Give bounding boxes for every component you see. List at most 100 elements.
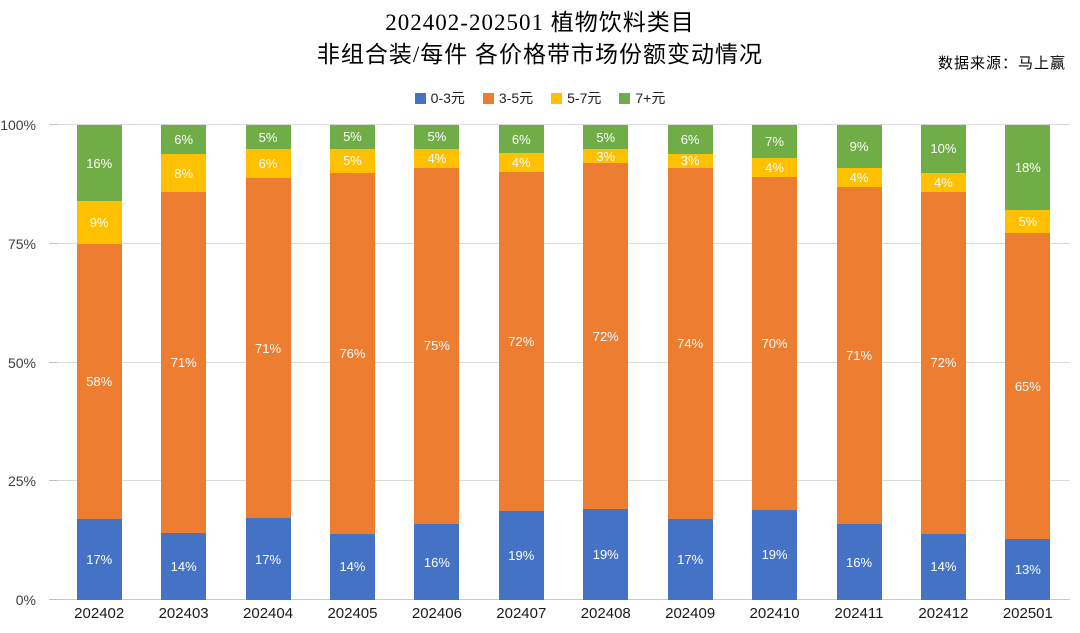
bar-segment: 58% xyxy=(76,243,122,520)
bar-segment: 72% xyxy=(583,163,629,509)
bar-segment: 18% xyxy=(1005,125,1051,210)
bar-segment: 75% xyxy=(414,167,460,524)
segment-label: 58% xyxy=(86,374,113,389)
x-tick-label: 202501 xyxy=(1002,605,1053,622)
bar-segment: 16% xyxy=(414,524,460,600)
bar-segment: 6% xyxy=(498,125,544,154)
segment-label: 6% xyxy=(680,131,700,147)
legend-swatch xyxy=(551,92,563,104)
legend-label: 5-7元 xyxy=(567,90,602,106)
legend-item: 7+元 xyxy=(619,88,665,108)
bar-column: 19% 72% 3% 5% xyxy=(564,125,648,600)
segment-label: 72% xyxy=(930,355,957,370)
segment-label: 6% xyxy=(174,131,194,147)
segment-label: 75% xyxy=(423,338,450,354)
bar-column: 14% 71% 8% 6% xyxy=(141,125,225,600)
axis-tick xyxy=(49,599,57,600)
segment-label: 17% xyxy=(677,552,704,568)
segment-label: 76% xyxy=(339,345,366,361)
segment-label: 16% xyxy=(423,554,450,570)
bar-segment: 17% xyxy=(667,519,713,600)
segment-label: 5% xyxy=(1018,213,1038,229)
segment-label: 14% xyxy=(339,559,366,575)
bar-segment: 6% xyxy=(161,125,207,154)
bar-segment: 9% xyxy=(76,201,122,244)
segment-label: 16% xyxy=(86,155,113,171)
stacked-bar: 14% 76% 5% 5% xyxy=(329,125,375,600)
axis-tick xyxy=(49,242,57,244)
data-source-label: 数据来源：马上赢 xyxy=(937,56,1066,72)
gridline xyxy=(57,361,1070,363)
segment-label: 4% xyxy=(511,155,531,171)
y-tick-label: 50% xyxy=(7,354,36,371)
bar-segment: 65% xyxy=(1005,233,1051,539)
segment-label: 4% xyxy=(849,169,869,185)
segment-label: 72% xyxy=(592,328,619,344)
bar-segment: 5% xyxy=(583,125,629,149)
bar-segment: 4% xyxy=(414,148,460,168)
stacked-bar: 19% 72% 3% 5% xyxy=(583,125,629,600)
segment-label: 17% xyxy=(255,551,282,567)
x-tick-label: 202402 xyxy=(74,605,125,622)
legend-swatch xyxy=(414,92,426,104)
segment-label: 14% xyxy=(170,558,197,574)
bar-segment: 4% xyxy=(752,158,798,178)
bar-column: 17% 74% 3% 6% xyxy=(648,125,732,600)
stacked-bar: 14% 71% 8% 6% xyxy=(161,125,207,600)
segment-label: 5% xyxy=(596,129,616,145)
segment-label: 74% xyxy=(677,336,704,351)
bar-segment: 70% xyxy=(752,177,798,510)
stacked-bar: 17% 74% 3% 6% xyxy=(667,125,713,600)
bar-segment: 19% xyxy=(752,509,798,600)
segment-label: 4% xyxy=(934,174,953,190)
segment-label: 71% xyxy=(845,347,873,363)
bar-segment: 5% xyxy=(245,125,291,149)
segment-label: 65% xyxy=(1014,378,1041,394)
bar-column: 16% 75% 4% 5% xyxy=(395,125,479,600)
bar-segment: 16% xyxy=(836,524,882,600)
segment-label: 70% xyxy=(761,336,788,351)
bar-segment: 71% xyxy=(245,177,291,519)
x-tick-label: 202405 xyxy=(327,605,378,622)
bar-column: 16% 71% 4% 9% xyxy=(817,125,901,600)
bar-segment: 74% xyxy=(667,167,713,520)
x-tick-label: 202410 xyxy=(749,605,800,622)
segment-label: 9% xyxy=(89,214,109,230)
bars: 17% 58% 9% 16% 14% 71% 8% 6% 17% 71% 6% 5% 14% 76% 5% 5… xyxy=(57,125,1070,600)
stacked-bar: 16% 75% 4% 5% xyxy=(414,125,460,600)
bar-segment: 3% xyxy=(583,149,629,164)
y-tick-label: 25% xyxy=(7,473,36,490)
stacked-bar: 19% 72% 4% 6% xyxy=(498,125,544,600)
legend-label: 0-3元 xyxy=(430,90,465,106)
bar-segment: 4% xyxy=(836,167,882,187)
bar-segment: 17% xyxy=(245,518,291,600)
chart-title: 202402-202501 植物饮料类目 非组合装/每件 各价格带市场份额变动情… xyxy=(0,0,1080,71)
bar-segment: 6% xyxy=(245,149,291,178)
bar-column: 17% 71% 6% 5% xyxy=(226,125,310,600)
bar-segment: 13% xyxy=(1005,538,1051,600)
legend-item: 0-3元 xyxy=(414,88,465,108)
segment-label: 7% xyxy=(765,134,784,150)
x-tick-label: 202411 xyxy=(834,605,884,622)
segment-label: 19% xyxy=(592,546,619,562)
bar-column: 14% 76% 5% 5% xyxy=(310,125,394,600)
stacked-bar: 14% 72% 4% 10% xyxy=(920,125,966,600)
bar-segment: 10% xyxy=(920,125,966,173)
bar-column: 17% 58% 9% 16% xyxy=(57,125,141,600)
segment-label: 14% xyxy=(930,559,957,575)
bar-segment: 14% xyxy=(920,533,966,600)
segment-label: 5% xyxy=(343,153,362,169)
stacked-bar: 13% 65% 5% 18% xyxy=(1005,125,1051,600)
x-axis-labels: 202402 202403 202404 202405 202406 202407 2024… xyxy=(57,605,1070,622)
axis-tick xyxy=(49,480,57,482)
axis-tick xyxy=(49,124,57,125)
stacked-bar: 19% 70% 4% 7% xyxy=(752,125,798,600)
bar-segment: 4% xyxy=(498,153,544,173)
segment-label: 13% xyxy=(1014,561,1041,577)
gridline xyxy=(57,599,1070,600)
segment-label: 16% xyxy=(845,554,873,570)
y-tick-label: 75% xyxy=(7,235,36,252)
bar-segment: 5% xyxy=(329,125,375,149)
segment-label: 19% xyxy=(508,547,535,563)
segment-label: 19% xyxy=(761,547,788,563)
